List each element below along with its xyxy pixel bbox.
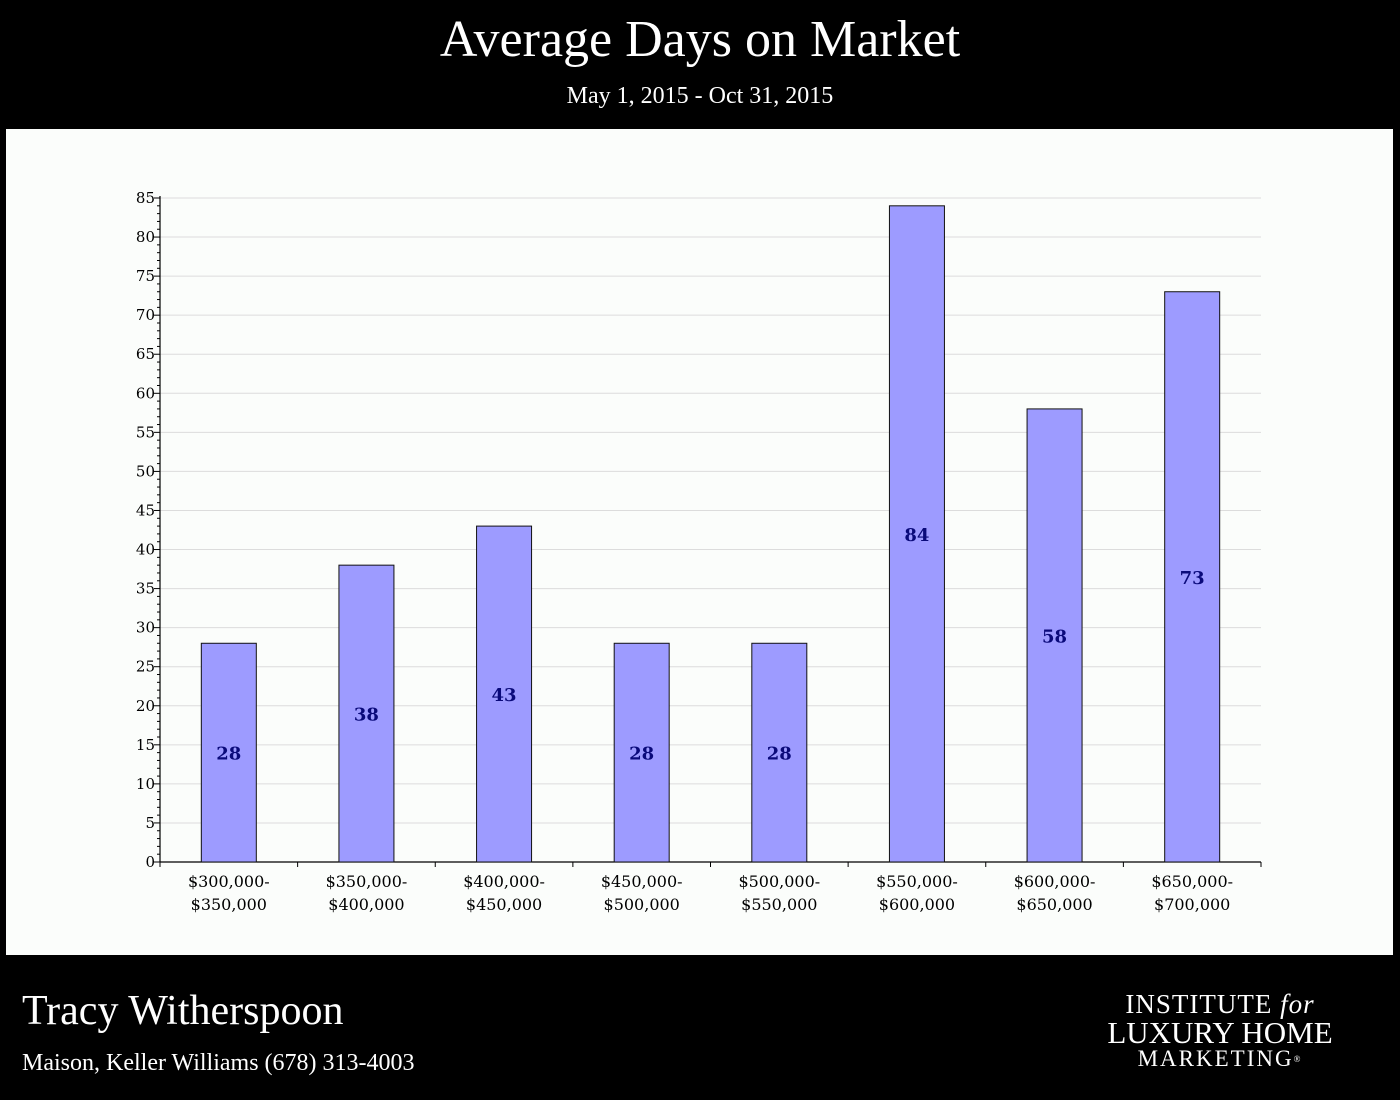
- x-category-label: $550,000-: [876, 872, 958, 891]
- y-tick-label: 50: [136, 462, 155, 480]
- x-category-label: $550,000: [741, 895, 817, 914]
- x-category-label: $650,000-: [1151, 872, 1233, 891]
- x-category-label: $350,000-: [326, 872, 408, 891]
- bar-data-label: 58: [1042, 626, 1067, 647]
- x-category-label: $450,000: [466, 895, 542, 914]
- agent-contact: Maison, Keller Williams (678) 313-4003: [22, 1050, 415, 1076]
- chart-panel: 0 5 10 15 20 25 30 35 40 45 50 55 60 65 70 75 80 85 28 $300…: [6, 129, 1393, 955]
- x-category-label: $400,000: [328, 895, 404, 914]
- y-tick-label: 25: [136, 658, 155, 676]
- bar-data-label: 84: [904, 525, 929, 546]
- y-tick-label: 45: [136, 501, 155, 519]
- x-category-label: $400,000-: [463, 872, 545, 891]
- bar-data-label: 38: [354, 705, 379, 726]
- y-tick-label: 60: [136, 384, 155, 402]
- y-tick-label: 75: [136, 267, 155, 285]
- logo-line-3: MARKETING®: [1080, 1046, 1360, 1071]
- y-tick-label: 80: [136, 228, 155, 246]
- bar: [1026, 408, 1083, 863]
- logo-line-1: INSTITUTE for: [1080, 990, 1360, 1018]
- y-tick-label: 65: [136, 345, 155, 363]
- y-tick-label: 55: [136, 423, 155, 441]
- bar-data-label: 43: [492, 685, 517, 706]
- logo-registered-mark: ®: [1293, 1054, 1303, 1064]
- y-tick-label: 30: [136, 619, 155, 637]
- x-category-label: $450,000-: [601, 872, 683, 891]
- x-category-label: $500,000-: [738, 872, 820, 891]
- y-tick-label: 20: [136, 697, 155, 715]
- report-header: Average Days on Market May 1, 2015 - Oct…: [0, 0, 1400, 128]
- bar: [200, 642, 257, 863]
- bar: [338, 564, 395, 863]
- y-tick-label: 15: [136, 736, 155, 754]
- institute-logo: INSTITUTE for LUXURY HOME MARKETING®: [1080, 990, 1360, 1070]
- x-category-label: $500,000: [604, 895, 680, 914]
- x-category-label: $600,000-: [1014, 872, 1096, 891]
- chart-date-range: May 1, 2015 - Oct 31, 2015: [566, 83, 834, 109]
- bar-data-label: 28: [767, 744, 792, 765]
- logo-line-1-italic: for: [1280, 989, 1315, 1019]
- bar: [1164, 291, 1221, 863]
- y-tick-label: 85: [136, 189, 155, 207]
- y-tick-label: 0: [145, 853, 155, 871]
- bar-data-label: 28: [216, 744, 241, 765]
- y-tick-label: 70: [136, 306, 155, 324]
- y-tick-label: 10: [136, 775, 155, 793]
- x-category-label: $350,000: [191, 895, 267, 914]
- logo-line-1-main: INSTITUTE: [1125, 989, 1281, 1019]
- bar-data-label: 28: [629, 744, 654, 765]
- y-tick-label: 40: [136, 541, 155, 559]
- bar: [888, 205, 945, 863]
- x-category-label: $600,000: [879, 895, 955, 914]
- bar: [751, 642, 808, 863]
- y-tick-label: 5: [145, 814, 155, 832]
- y-tick-label: 35: [136, 580, 155, 598]
- logo-line-2: LUXURY HOME: [1107, 1015, 1333, 1050]
- x-category-label: $650,000: [1016, 895, 1092, 914]
- logo-line-3-text: MARKETING: [1137, 1046, 1294, 1071]
- chart-title: Average Days on Market: [439, 11, 961, 68]
- x-category-label: $700,000: [1154, 895, 1230, 914]
- bar-chart: 0 5 10 15 20 25 30 35 40 45 50 55 60 65 70 75 80 85 28 $300…: [136, 189, 1262, 914]
- x-category-label: $300,000-: [188, 872, 270, 891]
- bar-data-label: 73: [1180, 568, 1205, 589]
- bar: [613, 642, 670, 863]
- bar: [476, 525, 533, 863]
- agent-name: Tracy Witherspoon: [22, 988, 344, 1034]
